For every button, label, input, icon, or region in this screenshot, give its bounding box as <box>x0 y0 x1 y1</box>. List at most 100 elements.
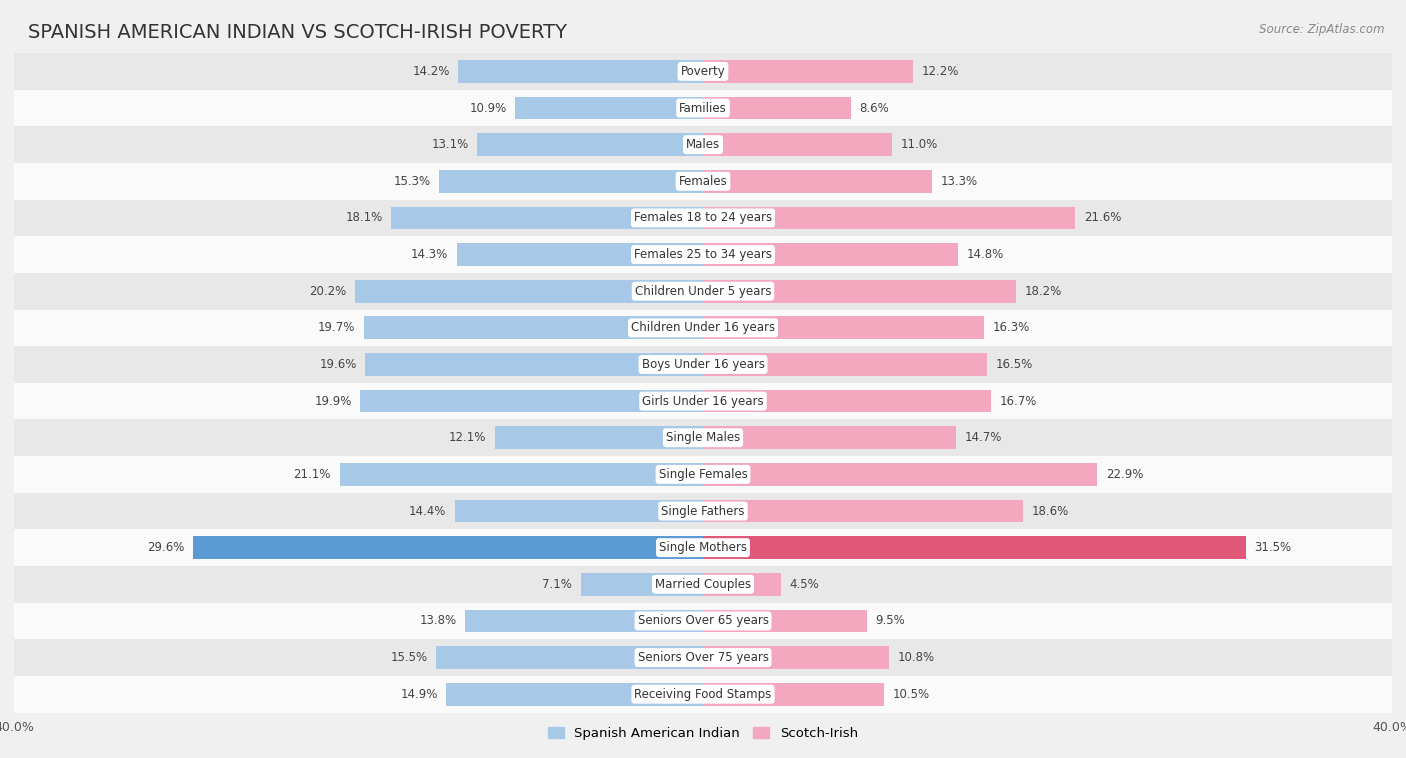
Bar <box>440 170 703 193</box>
Text: 16.5%: 16.5% <box>995 358 1033 371</box>
Bar <box>703 463 1098 486</box>
Bar <box>703 207 1076 229</box>
Text: 10.8%: 10.8% <box>897 651 935 664</box>
Text: 15.3%: 15.3% <box>394 175 430 188</box>
Text: Poverty: Poverty <box>681 65 725 78</box>
Text: 18.2%: 18.2% <box>1025 285 1063 298</box>
Text: 13.3%: 13.3% <box>941 175 977 188</box>
Text: 14.7%: 14.7% <box>965 431 1002 444</box>
Text: Receiving Food Stamps: Receiving Food Stamps <box>634 688 772 700</box>
Text: 14.9%: 14.9% <box>401 688 437 700</box>
Text: Females: Females <box>679 175 727 188</box>
Bar <box>356 280 703 302</box>
Bar <box>458 60 703 83</box>
Text: 12.2%: 12.2% <box>922 65 959 78</box>
Bar <box>436 647 703 669</box>
Bar <box>360 390 703 412</box>
Text: Families: Families <box>679 102 727 114</box>
Text: Seniors Over 65 years: Seniors Over 65 years <box>637 615 769 628</box>
Text: Children Under 5 years: Children Under 5 years <box>634 285 772 298</box>
Text: 19.6%: 19.6% <box>319 358 357 371</box>
Bar <box>478 133 703 156</box>
Bar <box>703 317 984 339</box>
Text: 12.1%: 12.1% <box>449 431 486 444</box>
Text: 18.6%: 18.6% <box>1032 505 1069 518</box>
Bar <box>703 427 956 449</box>
Text: 21.6%: 21.6% <box>1084 211 1121 224</box>
Text: SPANISH AMERICAN INDIAN VS SCOTCH-IRISH POVERTY: SPANISH AMERICAN INDIAN VS SCOTCH-IRISH … <box>28 23 567 42</box>
Text: Married Couples: Married Couples <box>655 578 751 590</box>
Bar <box>14 53 1392 89</box>
Text: Males: Males <box>686 138 720 151</box>
Text: 10.5%: 10.5% <box>893 688 929 700</box>
Text: 10.9%: 10.9% <box>470 102 506 114</box>
Text: 18.1%: 18.1% <box>346 211 382 224</box>
Text: Boys Under 16 years: Boys Under 16 years <box>641 358 765 371</box>
Text: 31.5%: 31.5% <box>1254 541 1291 554</box>
Bar <box>14 199 1392 236</box>
Bar <box>703 60 912 83</box>
Text: 14.3%: 14.3% <box>411 248 449 261</box>
Bar <box>14 419 1392 456</box>
Text: Source: ZipAtlas.com: Source: ZipAtlas.com <box>1260 23 1385 36</box>
Text: Females 18 to 24 years: Females 18 to 24 years <box>634 211 772 224</box>
Bar <box>14 309 1392 346</box>
Text: 7.1%: 7.1% <box>543 578 572 590</box>
Bar <box>703 133 893 156</box>
Bar <box>581 573 703 596</box>
Bar <box>14 639 1392 676</box>
Text: 13.8%: 13.8% <box>419 615 457 628</box>
Bar <box>703 353 987 376</box>
Text: 22.9%: 22.9% <box>1107 468 1143 481</box>
Text: 11.0%: 11.0% <box>901 138 938 151</box>
Text: 14.8%: 14.8% <box>966 248 1004 261</box>
Bar <box>366 353 703 376</box>
Text: 19.7%: 19.7% <box>318 321 356 334</box>
Bar <box>456 500 703 522</box>
Text: 14.4%: 14.4% <box>409 505 446 518</box>
Text: 16.3%: 16.3% <box>993 321 1029 334</box>
Text: Single Females: Single Females <box>658 468 748 481</box>
Bar <box>703 537 1246 559</box>
Text: Single Mothers: Single Mothers <box>659 541 747 554</box>
Bar <box>14 456 1392 493</box>
Text: 8.6%: 8.6% <box>859 102 890 114</box>
Bar <box>703 243 957 266</box>
Text: Seniors Over 75 years: Seniors Over 75 years <box>637 651 769 664</box>
Text: 16.7%: 16.7% <box>1000 395 1036 408</box>
Bar <box>340 463 703 486</box>
Text: Single Males: Single Males <box>666 431 740 444</box>
Bar <box>14 603 1392 639</box>
Bar <box>14 346 1392 383</box>
Text: 14.2%: 14.2% <box>412 65 450 78</box>
Text: 13.1%: 13.1% <box>432 138 468 151</box>
Text: 19.9%: 19.9% <box>315 395 352 408</box>
Bar <box>703 683 884 706</box>
Bar <box>465 609 703 632</box>
Text: Children Under 16 years: Children Under 16 years <box>631 321 775 334</box>
Text: 29.6%: 29.6% <box>148 541 184 554</box>
Bar <box>515 97 703 119</box>
Bar <box>703 170 932 193</box>
Text: 20.2%: 20.2% <box>309 285 346 298</box>
Bar <box>14 273 1392 309</box>
Bar <box>446 683 703 706</box>
Bar <box>14 127 1392 163</box>
Text: Single Fathers: Single Fathers <box>661 505 745 518</box>
Bar <box>193 537 703 559</box>
Bar <box>14 89 1392 127</box>
Legend: Spanish American Indian, Scotch-Irish: Spanish American Indian, Scotch-Irish <box>543 722 863 745</box>
Bar <box>14 566 1392 603</box>
Bar <box>703 609 866 632</box>
Text: 9.5%: 9.5% <box>875 615 905 628</box>
Bar <box>495 427 703 449</box>
Bar <box>703 500 1024 522</box>
Bar <box>14 236 1392 273</box>
Bar <box>703 280 1017 302</box>
Bar <box>14 163 1392 199</box>
Bar <box>14 383 1392 419</box>
Text: 4.5%: 4.5% <box>789 578 818 590</box>
Bar <box>703 573 780 596</box>
Bar <box>457 243 703 266</box>
Text: Girls Under 16 years: Girls Under 16 years <box>643 395 763 408</box>
